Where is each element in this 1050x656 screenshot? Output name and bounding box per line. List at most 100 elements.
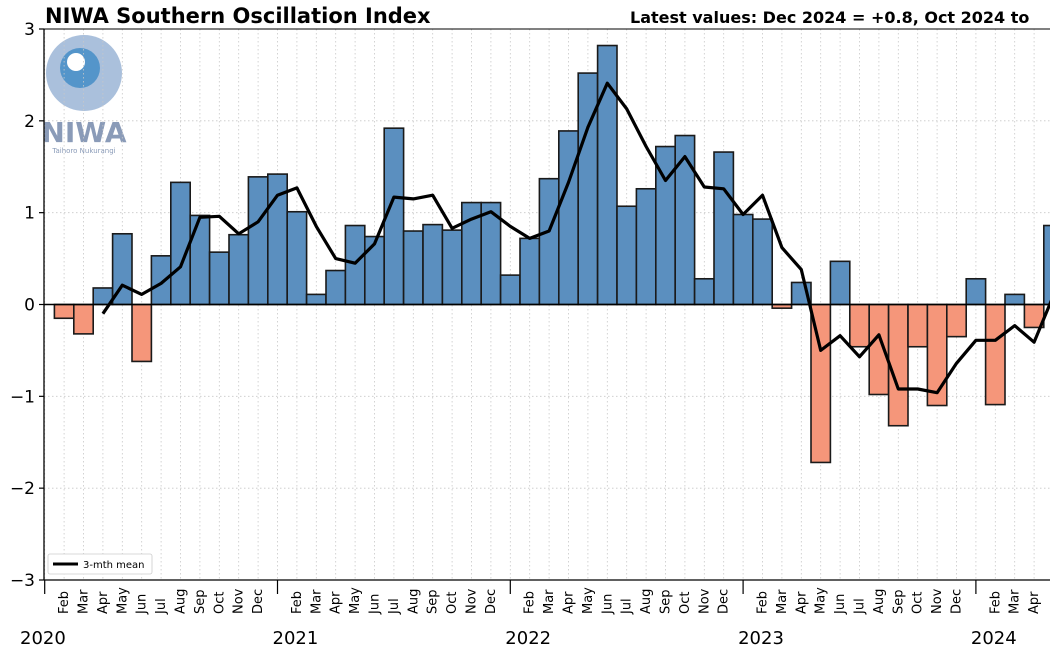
soi-bar [305, 293, 327, 306]
x-tick-label: Oct [212, 592, 227, 614]
x-tick-label: Aug [406, 589, 421, 614]
axes: −3 −2 −1 0 1 2 3 Feb Mar Apr May Jun Jul Aug Sep Oct Nov… [10, 20, 1050, 649]
year-label: 2022 [505, 628, 551, 649]
niwa-swirl-logo-core [67, 53, 85, 71]
chart-subtitle: Latest values: Dec 2024 = +0.8, Oct 2024… [630, 8, 1030, 27]
x-tick-label: Oct [678, 592, 693, 614]
x-tick-label: Dec [717, 589, 732, 614]
x-tick-label: Mar [542, 589, 557, 614]
soi-bar [713, 151, 735, 306]
x-tick-label: Dec [251, 589, 266, 614]
soi-bar [150, 255, 172, 306]
x-tick-label: Jul [853, 598, 868, 615]
year-label: 2020 [20, 628, 66, 649]
x-tick-label: Apr [329, 591, 344, 614]
x-tick-label: Apr [1027, 591, 1042, 614]
x-tick-label: Sep [193, 589, 208, 614]
y-tick-label: −1 [10, 387, 35, 407]
x-tick-label: Sep [891, 589, 906, 614]
soi-bar [247, 176, 269, 306]
soi-bar [829, 260, 851, 306]
soi-bar [325, 269, 347, 306]
x-tick-label: Mar [1008, 589, 1023, 614]
x-tick-label: Feb [290, 591, 305, 614]
soi-bar [965, 277, 987, 306]
x-tick-label: Oct [445, 592, 460, 614]
soi-bar [170, 181, 192, 306]
x-tick-label: Jun [600, 594, 615, 615]
x-tick-label: Apr [562, 591, 577, 614]
x-tick-label: Mar [77, 589, 92, 614]
soi-bar [1004, 293, 1026, 306]
soi-bar [208, 251, 230, 306]
logo-name: NIWA [41, 116, 126, 149]
x-tick-label: Aug [639, 589, 654, 614]
x-tick-label: May [348, 587, 363, 614]
soi-bar [577, 72, 599, 306]
x-tick-label: Nov [232, 588, 247, 614]
x-tick-label: May [814, 587, 829, 614]
x-tick-label: May [115, 587, 130, 614]
legend-label: 3-mth mean [83, 560, 145, 571]
soi-bar [693, 277, 715, 306]
mean-line-layer [101, 81, 1050, 395]
logo-tagline: Taihoro Nukurangi [51, 147, 115, 155]
year-label: 2024 [971, 628, 1017, 649]
x-tick-label: Jul [154, 598, 169, 615]
soi-bar [519, 237, 541, 306]
x-tick-label: Aug [872, 589, 887, 614]
soi-bar [422, 223, 444, 306]
soi-bar [984, 303, 1006, 406]
x-tick-label: Oct [911, 592, 926, 614]
x-tick-label: Dec [950, 589, 965, 614]
x-tick-label: Jun [368, 594, 383, 615]
soi-bar [228, 233, 250, 306]
soi-bar [751, 218, 773, 306]
x-tick-label: Feb [523, 591, 538, 614]
x-tick-label: Feb [756, 591, 771, 614]
soi-bar [363, 235, 385, 306]
soi-bar [538, 177, 560, 306]
x-tick-label: Aug [174, 589, 189, 614]
soi-bar [441, 229, 463, 306]
y-tick-label: −2 [10, 479, 35, 499]
bars [53, 44, 1050, 464]
x-tick-label: Jun [135, 594, 150, 615]
chart-title: NIWA Southern Oscillation Index [45, 4, 431, 28]
x-tick-label: Jun [833, 594, 848, 615]
x-tick-label: Mar [775, 589, 790, 614]
x-tick-label: Sep [659, 589, 674, 614]
soi-bar [189, 214, 211, 306]
soi-bar [887, 303, 909, 427]
x-tick-label: Jul [387, 598, 402, 615]
x-tick-label: Mar [309, 589, 324, 614]
soi-bar [286, 210, 308, 306]
y-tick-label: 2 [24, 112, 35, 132]
y-tick-label: 0 [24, 296, 35, 316]
soi-bar [616, 205, 638, 306]
soi-bar [848, 303, 870, 348]
x-tick-label: May [581, 587, 596, 614]
soi-bar [402, 230, 424, 306]
soi-bar [674, 134, 696, 306]
year-label: 2021 [273, 628, 319, 649]
soi-bar [557, 130, 579, 306]
soi-bar [499, 274, 521, 306]
x-tick-label: Apr [96, 591, 111, 614]
x-tick-label: Feb [57, 591, 72, 614]
soi-bar [131, 303, 153, 363]
mean-line [101, 81, 1050, 395]
soi-bar [732, 213, 754, 306]
x-tick-label: Sep [426, 589, 441, 614]
x-tick-label: Dec [484, 589, 499, 614]
soi-bar [73, 303, 95, 335]
y-tick-label: 3 [24, 20, 35, 40]
soi-bar [344, 224, 366, 306]
soi-bar [53, 303, 75, 320]
soi-bar [907, 303, 929, 348]
soi-bar [635, 187, 657, 306]
legend-box [47, 553, 153, 575]
x-tick-label: Apr [794, 591, 809, 614]
y-tick-label: −3 [10, 571, 35, 591]
